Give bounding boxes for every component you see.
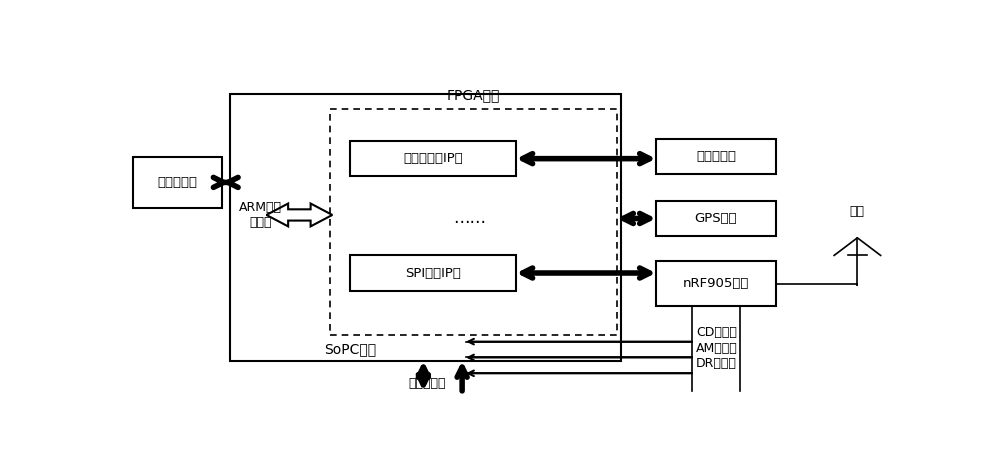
Bar xyxy=(350,255,516,291)
Text: 以太网光口: 以太网光口 xyxy=(696,150,736,164)
Polygon shape xyxy=(266,203,332,226)
Bar xyxy=(656,201,776,236)
Text: GPS接口: GPS接口 xyxy=(695,212,737,225)
Text: FPGA芯片: FPGA芯片 xyxy=(447,88,500,102)
Text: nRF905模块: nRF905模块 xyxy=(683,277,749,290)
Text: DR状态线: DR状态线 xyxy=(696,357,737,371)
Bar xyxy=(656,260,776,307)
Text: 三速以太网IP核: 三速以太网IP核 xyxy=(403,152,463,165)
Text: 天线: 天线 xyxy=(850,206,865,218)
Bar xyxy=(656,139,776,175)
Bar xyxy=(350,141,516,176)
Text: ……: …… xyxy=(453,209,486,228)
Bar xyxy=(230,94,621,361)
Bar xyxy=(133,157,222,208)
Text: ARM处理
器硬核: ARM处理 器硬核 xyxy=(239,201,282,229)
Text: CD状态线: CD状态线 xyxy=(696,326,737,339)
Text: 硬件联络线: 硬件联络线 xyxy=(409,377,446,390)
Text: SPI总线IP核: SPI总线IP核 xyxy=(405,266,461,280)
Bar xyxy=(330,109,617,335)
Text: 以太网电口: 以太网电口 xyxy=(157,176,197,189)
Text: SoPC芯片: SoPC芯片 xyxy=(324,342,376,356)
Text: AM状态线: AM状态线 xyxy=(696,342,738,355)
